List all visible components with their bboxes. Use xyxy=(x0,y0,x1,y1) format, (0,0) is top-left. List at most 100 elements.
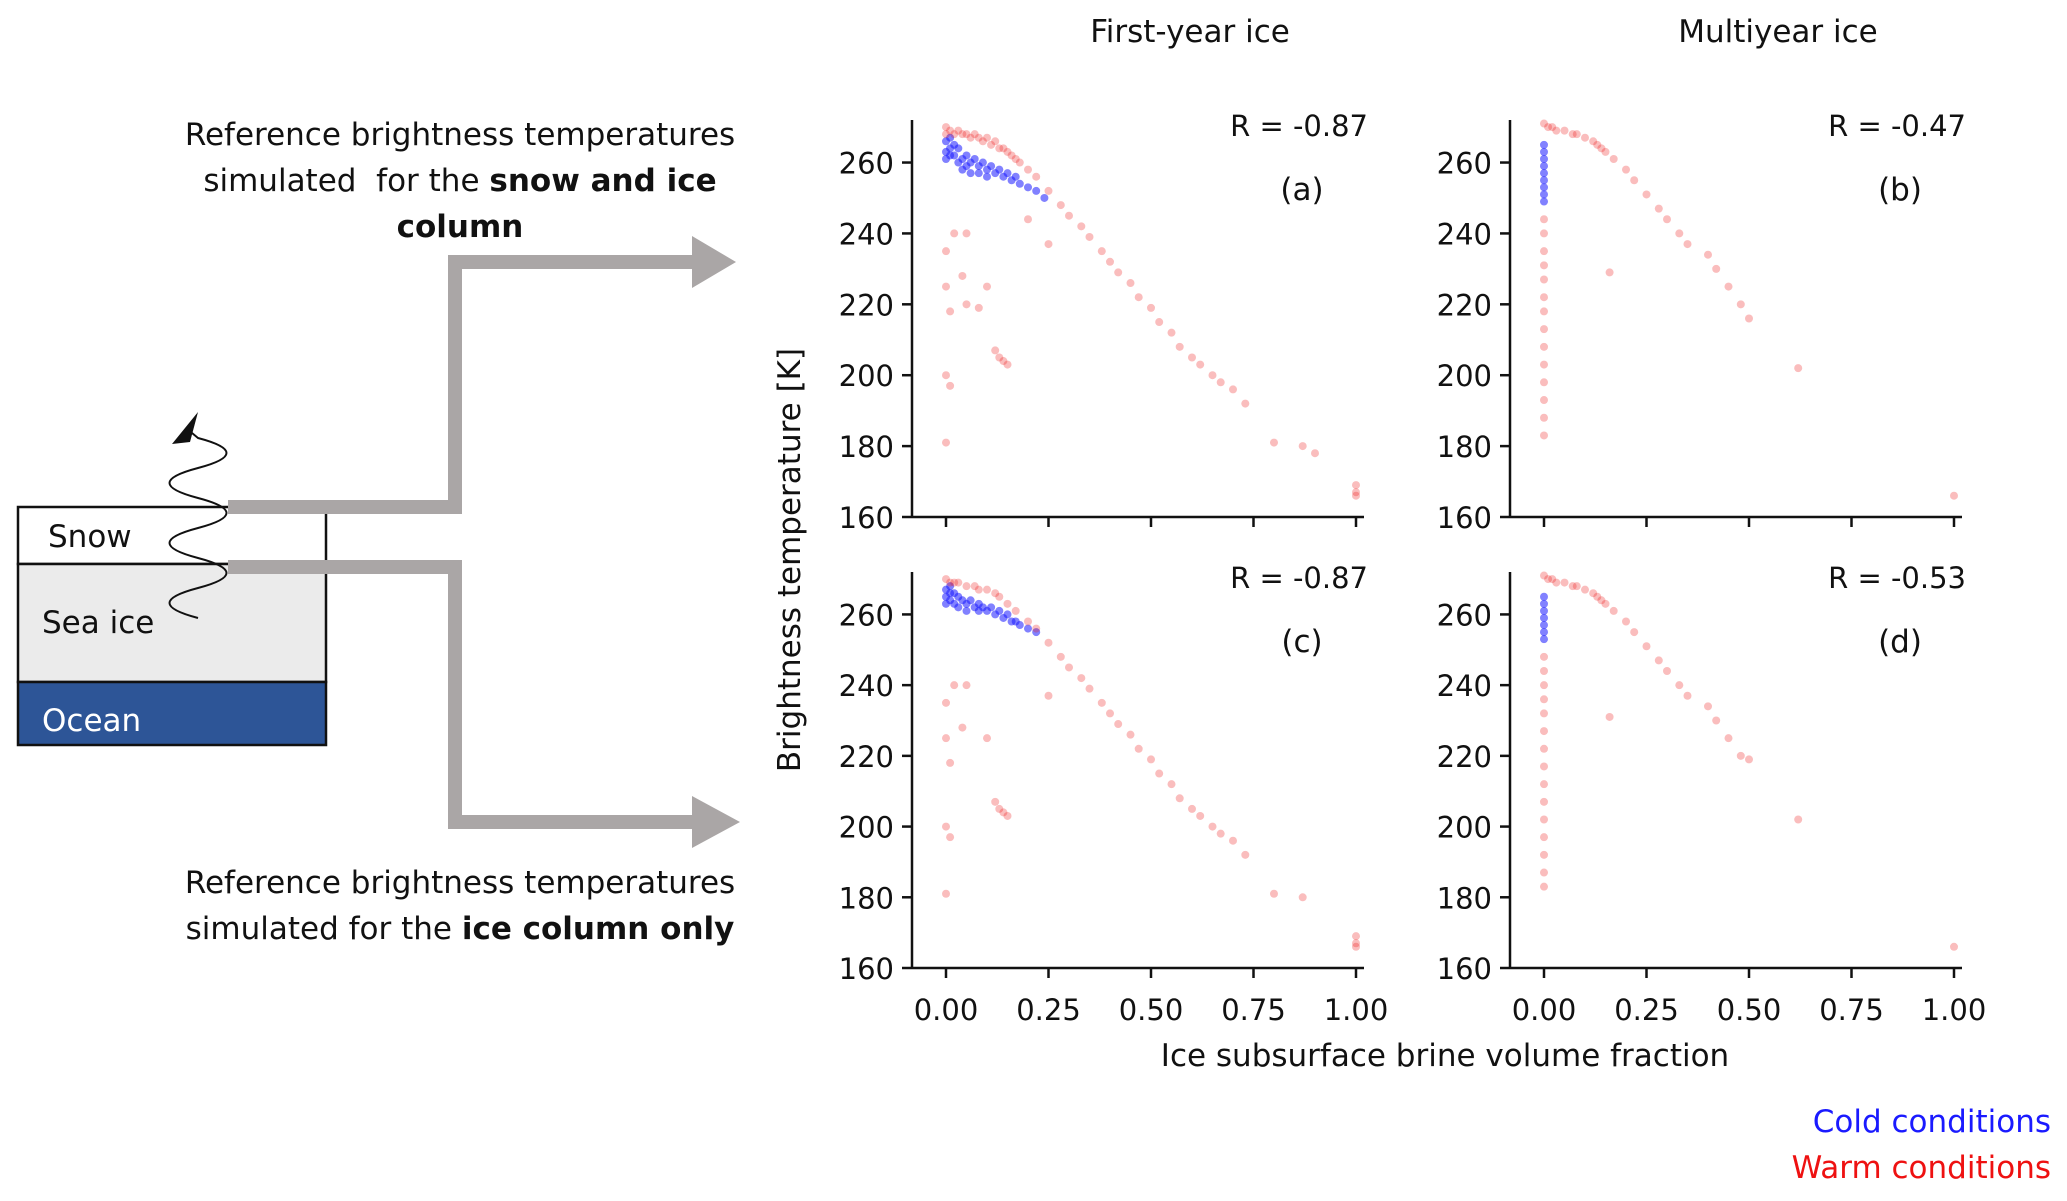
y-tick-label: 260 xyxy=(1437,147,1492,181)
data-point xyxy=(1622,617,1630,626)
panel-label: (a) xyxy=(1280,172,1323,208)
data-point xyxy=(946,381,955,390)
data-point xyxy=(995,606,1004,615)
data-point xyxy=(974,169,983,178)
scatter-panels: 160 180 200 220 240 260 R = -0.87 (a) 160 180 200 2… xyxy=(839,109,1987,1027)
legend-warm: Warm conditions xyxy=(1791,1150,2051,1186)
y-tick-label: 220 xyxy=(1437,740,1492,774)
data-point xyxy=(1540,183,1548,192)
data-point xyxy=(942,889,950,898)
data-point xyxy=(1352,481,1360,490)
data-point xyxy=(1011,606,1020,615)
y-tick-label: 180 xyxy=(1437,881,1492,915)
data-point xyxy=(1126,279,1135,288)
data-point xyxy=(1736,300,1745,309)
data-point xyxy=(966,596,975,605)
data-point xyxy=(1642,642,1651,651)
data-point xyxy=(1085,232,1094,241)
panel-label: (d) xyxy=(1878,624,1922,660)
data-point xyxy=(1085,684,1094,693)
data-point xyxy=(942,438,950,447)
data-point xyxy=(1003,811,1012,820)
data-point xyxy=(1106,257,1114,266)
x-tick-label: 0.00 xyxy=(1512,993,1577,1027)
data-point xyxy=(1560,126,1569,135)
caption-top-line1: Reference brightness temperatures xyxy=(184,117,736,153)
y-tick-label: 200 xyxy=(1437,811,1492,845)
data-point xyxy=(1794,364,1803,373)
caption-bottom: Reference brightness temperatures simula… xyxy=(150,860,770,952)
data-point xyxy=(991,589,1000,598)
data-point xyxy=(1540,342,1548,351)
data-point xyxy=(1540,197,1548,206)
data-point xyxy=(954,603,963,612)
data-point xyxy=(1609,154,1618,163)
data-point xyxy=(942,247,950,256)
y-tick-label: 160 xyxy=(839,952,894,986)
data-point xyxy=(1352,942,1360,951)
data-point xyxy=(1114,268,1123,277)
y-tick-label: 260 xyxy=(1437,598,1492,632)
data-point xyxy=(999,808,1008,817)
data-point xyxy=(950,578,959,587)
data-point xyxy=(1568,582,1577,591)
data-point xyxy=(942,822,950,831)
arrow-to-top-panels-head-icon xyxy=(692,236,736,288)
series-cold xyxy=(1540,592,1548,644)
data-point xyxy=(1196,360,1205,369)
y-tick-label: 260 xyxy=(839,598,894,632)
data-point xyxy=(1540,606,1548,615)
data-point xyxy=(1540,652,1548,661)
data-point xyxy=(946,582,955,591)
data-point xyxy=(1540,695,1548,704)
data-point xyxy=(1540,667,1548,675)
data-point xyxy=(1540,147,1548,156)
data-point xyxy=(974,303,983,312)
data-point xyxy=(1572,130,1581,139)
data-point xyxy=(1126,730,1135,739)
data-point xyxy=(970,582,979,591)
caption-top-bold: snow and ice column xyxy=(396,163,717,245)
data-point xyxy=(1712,716,1721,725)
data-point xyxy=(946,126,955,135)
x-tick-label: 0.25 xyxy=(1016,993,1081,1027)
panel-d: 160 180 200 220 240 260 0.00 0.25 0.50 0.75 1.00 R … xyxy=(1437,561,1987,1027)
data-point xyxy=(983,133,991,142)
ocean-label: Ocean xyxy=(42,703,141,739)
caption-bottom-bold: ice column only xyxy=(461,911,735,947)
data-point xyxy=(1015,158,1024,167)
data-point xyxy=(1298,442,1307,451)
data-point xyxy=(1654,204,1663,213)
data-point xyxy=(1540,599,1548,608)
data-point xyxy=(1040,193,1049,202)
y-tick-label: 240 xyxy=(839,669,894,703)
data-point xyxy=(1167,780,1176,789)
data-point xyxy=(1188,353,1196,362)
data-point xyxy=(1015,179,1024,188)
data-point xyxy=(1540,413,1548,422)
data-point xyxy=(1229,836,1237,845)
data-point xyxy=(978,158,987,167)
data-point xyxy=(1540,727,1548,736)
y-tick-label: 160 xyxy=(839,501,894,535)
data-point xyxy=(1605,268,1614,277)
data-point xyxy=(958,271,967,280)
data-point xyxy=(1003,147,1012,156)
data-point xyxy=(1032,172,1041,181)
data-point xyxy=(1024,165,1032,174)
data-point xyxy=(1540,613,1548,622)
data-point xyxy=(1015,621,1024,630)
data-point xyxy=(1298,893,1307,902)
data-point xyxy=(1552,126,1561,135)
data-point xyxy=(950,229,959,238)
data-point xyxy=(946,133,955,142)
x-tick-label: 0.75 xyxy=(1221,993,1286,1027)
y-tick-label: 200 xyxy=(1437,359,1492,393)
y-tick-label: 240 xyxy=(839,217,894,251)
data-point xyxy=(1552,578,1561,587)
data-point xyxy=(1352,932,1360,941)
data-point xyxy=(974,585,983,594)
data-point xyxy=(942,371,950,380)
data-point xyxy=(995,144,1004,153)
x-tick-label: 1.00 xyxy=(1324,993,1389,1027)
